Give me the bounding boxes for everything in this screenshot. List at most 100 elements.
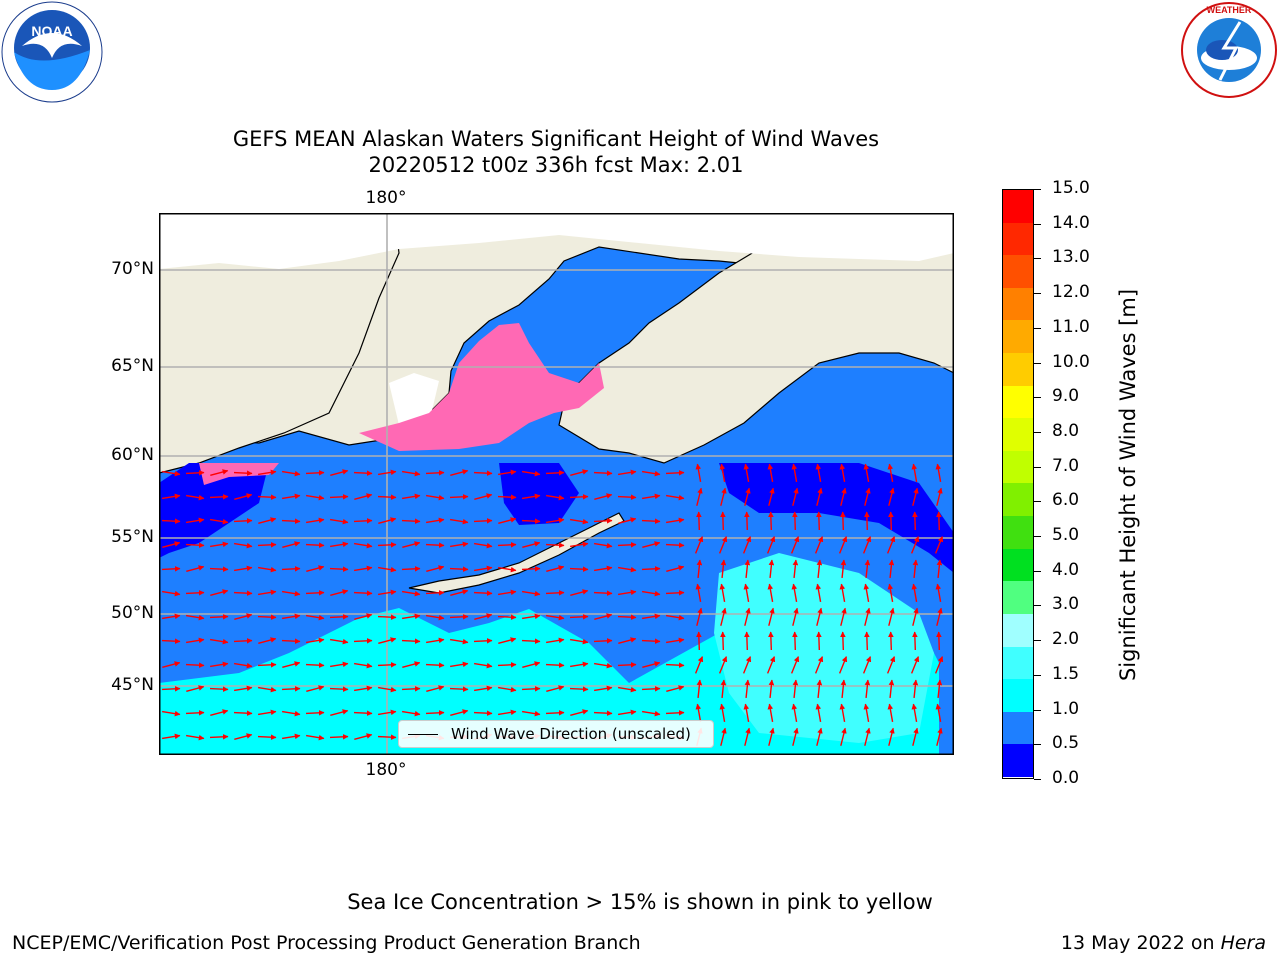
aleutian-islands (408, 512, 625, 594)
wind-arrow (720, 511, 726, 531)
map-border (159, 213, 954, 755)
wind-arrow (720, 679, 727, 699)
wind-arrow (521, 565, 541, 572)
wind-arrow (665, 542, 685, 549)
wind-arrow (720, 727, 727, 746)
wind-arrow (234, 493, 253, 501)
footer-credit: NCEP/EMC/Verification Post Processing Pr… (12, 932, 641, 954)
wind-arrow (665, 662, 685, 669)
wind-arrow (474, 662, 493, 669)
wind-arrow (378, 686, 397, 693)
wind-arrow (768, 607, 775, 626)
wind-arrow (329, 686, 349, 693)
wind-arrow (354, 733, 373, 741)
wind-arrow (618, 637, 637, 645)
wind-arrow (354, 565, 373, 572)
colorbar-tick-mark (1034, 501, 1041, 503)
wind-arrow (767, 703, 774, 722)
wind-arrow (522, 710, 541, 717)
footer-date: 13 May 2022 on Hera (1061, 932, 1266, 954)
wind-arrow (281, 518, 301, 525)
map-canvas (159, 213, 954, 755)
colorbar-tick-mark (1034, 466, 1041, 468)
wind-arrow (641, 518, 661, 525)
wind-arrow (522, 541, 541, 549)
wind-arrow (425, 542, 445, 549)
wind-arrow (377, 494, 397, 501)
colorbar-tick-label: 7.0 (1052, 455, 1080, 476)
wind-arrow (282, 541, 301, 549)
wind-arrow (594, 613, 613, 621)
wind-arrow (186, 614, 205, 621)
wind-arrow (816, 679, 823, 699)
wind-arrow (816, 607, 823, 626)
wind-arrow (887, 583, 894, 602)
wind-arrow (768, 727, 775, 746)
wind-arrow (594, 685, 613, 692)
wind-arrow (642, 590, 661, 597)
wind-arrow (766, 536, 776, 554)
wind-arrow (594, 493, 613, 501)
wind-arrow (816, 559, 823, 579)
wind-arrow (329, 613, 349, 620)
lat-label-60: 60°N (111, 445, 154, 465)
wind-arrow (767, 583, 774, 602)
wind-arrow (593, 470, 613, 477)
wind-arrow (742, 536, 752, 554)
wind-arrow (864, 679, 871, 699)
wind-arrow (617, 614, 637, 621)
colorbar-segment (1003, 450, 1033, 484)
wind-arrow (449, 566, 469, 573)
wind-arrow (497, 661, 517, 668)
footer-host: Hera (1220, 932, 1266, 954)
wind-arrow (186, 734, 205, 741)
colorbar-tick-mark (1034, 744, 1041, 746)
wind-arrow (329, 566, 349, 573)
wind-arrow (306, 614, 325, 621)
lon-label-top: 180° (365, 188, 407, 208)
lat-label-70: 70°N (111, 259, 154, 279)
wind-arrow (816, 511, 822, 531)
wind-arrow (497, 614, 517, 621)
wind-arrow (935, 583, 942, 602)
wind-arrow (257, 494, 277, 501)
sea-ice-band (359, 323, 604, 451)
nws-logo: WEATHER (1178, 0, 1280, 100)
wind-arrow (522, 590, 541, 597)
wind-arrow (815, 703, 822, 722)
wind-arrow (570, 589, 589, 597)
wind-arrow (186, 565, 205, 573)
wind-arrow (570, 661, 589, 668)
wind-arrow (353, 517, 373, 524)
wind-arrow (936, 727, 943, 746)
wind-arrow (790, 536, 800, 554)
colorbar-tick-label: 10.0 (1052, 351, 1090, 372)
wind-arrow (402, 590, 421, 597)
wind-arrow (546, 517, 565, 524)
colorbar-segment (1003, 353, 1033, 386)
wind-arrow (641, 565, 661, 572)
wind-arrow (744, 607, 751, 626)
wind-arrow (306, 517, 325, 524)
colorbar-segment (1003, 418, 1033, 451)
wind-arrow (744, 631, 750, 651)
wind-arrow (864, 511, 870, 531)
colorbar-tick-mark (1034, 327, 1041, 329)
colorbar-tick-label: 8.0 (1052, 420, 1080, 441)
colorbar-tick-mark (1034, 570, 1041, 572)
wind-arrow (210, 589, 229, 597)
wind-arrow (330, 709, 349, 717)
wind-arrow (593, 517, 613, 524)
wind-arrow (257, 541, 277, 548)
wind-arrow (377, 661, 397, 668)
wind-arrow (258, 566, 277, 573)
wind-arrow (281, 638, 301, 645)
wind-arrow (666, 614, 685, 621)
wind-arrow (642, 541, 661, 549)
wind-arrow (186, 517, 205, 524)
wind-arrow (593, 590, 613, 597)
wind-arrow (720, 607, 727, 626)
sea-ice-note: Sea Ice Concentration > 15% is shown in … (347, 890, 933, 914)
wind-arrow (768, 559, 775, 579)
wind-arrow (642, 470, 661, 477)
